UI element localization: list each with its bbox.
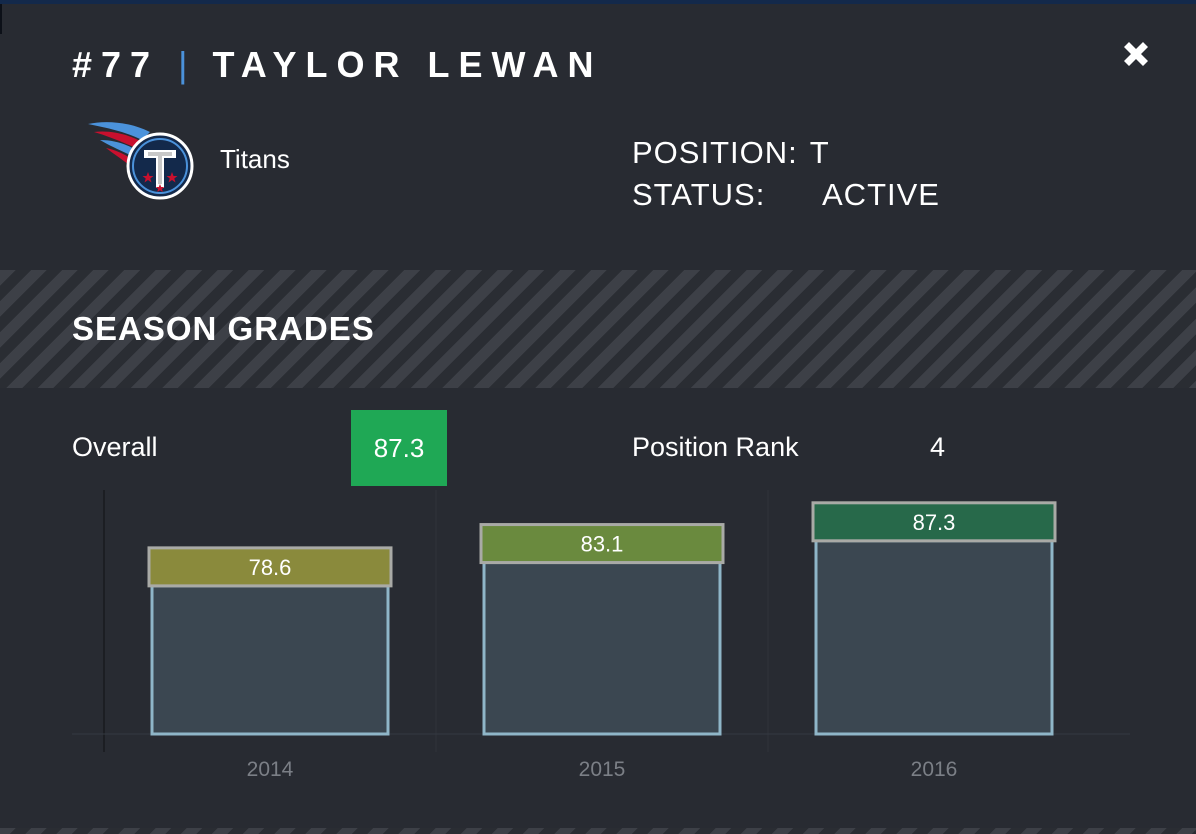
top-accent-strip — [0, 0, 1196, 4]
close-button[interactable] — [1120, 38, 1152, 70]
header-divider: | — [178, 44, 188, 85]
grade-label-box-2016 — [811, 501, 1057, 543]
year-tick-label-2014: 2014 — [247, 758, 294, 781]
section-header-band — [0, 270, 1196, 388]
player-name: TAYLOR LEWAN — [212, 44, 603, 85]
grade-bar-2016[interactable] — [814, 539, 1054, 736]
player-number: #77 — [72, 44, 160, 85]
position-rank-value: 4 — [930, 432, 946, 462]
year-tick-label-2015: 2015 — [579, 758, 626, 781]
grade-bar-2014[interactable] — [150, 584, 390, 736]
titans-logo-icon — [86, 118, 198, 202]
overall-grade-value: 87.3 — [373, 432, 425, 463]
player-info: POSITION: T STATUS: ACTIVE — [632, 132, 940, 216]
overall-grade-badge: 87.3 — [351, 410, 447, 486]
grade-value-label-2015: 83.1 — [581, 532, 624, 557]
grade-value-label-2016: 87.3 — [913, 510, 956, 535]
position-value: T — [809, 135, 830, 170]
team-name: Titans — [220, 144, 290, 174]
grade-label-box-2014 — [147, 546, 393, 588]
close-icon[interactable] — [1120, 38, 1152, 70]
position-rank-label: Position Rank — [632, 432, 799, 462]
left-edge-marker — [0, 4, 2, 34]
grade-label-box-2015 — [479, 523, 725, 565]
position-label: POSITION: — [632, 135, 798, 170]
year-tick-label-2016: 2016 — [911, 758, 958, 781]
section-title: SEASON GRADES — [72, 310, 375, 347]
status-label: STATUS: — [632, 177, 766, 212]
player-header: #77 | TAYLOR LEWAN — [72, 44, 602, 86]
overall-label: Overall — [72, 432, 158, 462]
status-row: STATUS: ACTIVE — [632, 174, 940, 216]
season-grades-chart: 78.6 2014 83.1 2015 87.3 2016 — [72, 490, 1130, 781]
grade-bar-2015[interactable] — [482, 561, 722, 736]
bottom-stripe — [0, 828, 1196, 834]
grade-value-label-2014: 78.6 — [249, 555, 292, 580]
status-value: ACTIVE — [822, 177, 940, 212]
position-row: POSITION: T — [632, 132, 940, 174]
